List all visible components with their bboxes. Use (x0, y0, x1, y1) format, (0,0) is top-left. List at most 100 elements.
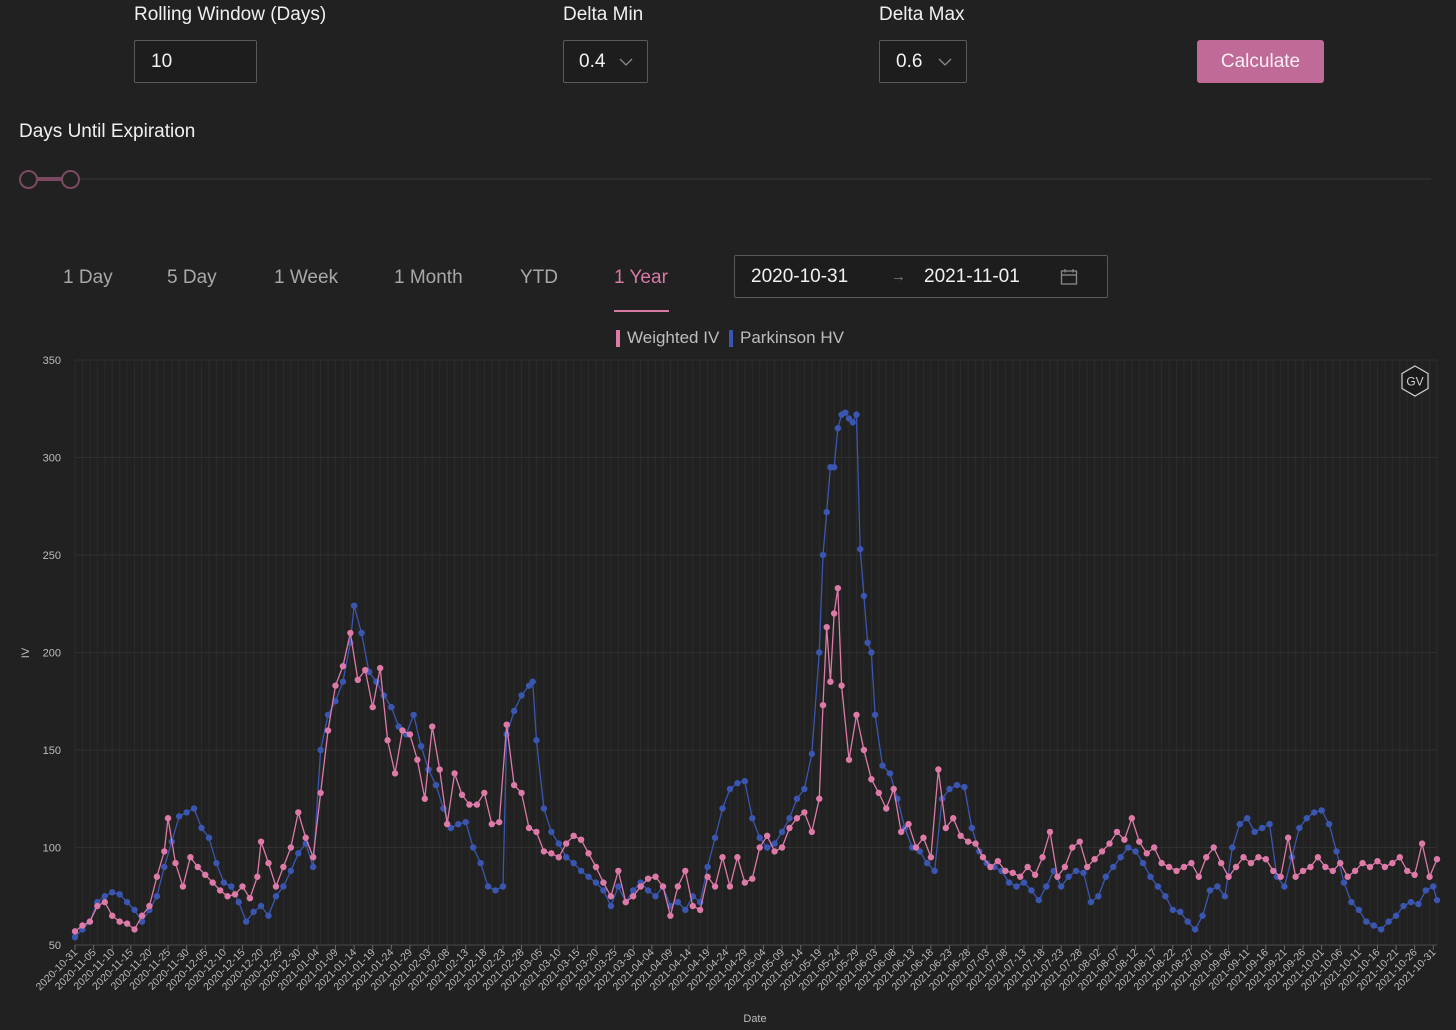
series-point-parkinson-hv (339, 678, 347, 685)
series-point-parkinson-hv (1035, 896, 1043, 904)
tab-1-month[interactable]: 1 Month (394, 267, 463, 288)
series-point-parkinson-hv (1087, 898, 1095, 906)
series-point-weighted-iv (339, 662, 347, 670)
series-point-parkinson-hv (1236, 820, 1243, 828)
iv-chart[interactable]: 50 100 150 200 250 300 350 2020-10-312020-11-0… (0, 350, 1456, 1030)
series-point-parkinson-hv (548, 828, 555, 836)
series-point-weighted-iv (652, 873, 659, 880)
series-point-weighted-iv (734, 854, 741, 861)
series-point-weighted-iv (741, 879, 749, 886)
series-point-parkinson-hv (235, 898, 242, 906)
series-point-weighted-iv (369, 703, 376, 711)
series-point-weighted-iv (399, 727, 406, 734)
series-point-weighted-iv (1232, 863, 1240, 871)
series-point-parkinson-hv (946, 785, 953, 793)
series-point-weighted-iv (187, 854, 194, 861)
rolling-window-label: Rolling Window (Days) (134, 4, 327, 25)
series-point-parkinson-hv (860, 592, 868, 600)
series-point-weighted-iv (421, 795, 429, 802)
tab-1-year[interactable]: 1 Year (614, 267, 668, 288)
series-point-parkinson-hv (242, 918, 250, 925)
series-point-weighted-iv (1284, 834, 1292, 841)
series-point-parkinson-hv (953, 781, 961, 789)
series-point-parkinson-hv (570, 859, 577, 867)
series-point-weighted-iv (473, 801, 481, 808)
tab-1-day[interactable]: 1 Day (63, 267, 113, 288)
series-point-weighted-iv (161, 848, 168, 855)
series-point-parkinson-hv (1303, 815, 1310, 822)
slider-handle-min[interactable] (19, 170, 38, 189)
series-point-parkinson-hv (1214, 883, 1221, 890)
series-point-weighted-iv (164, 815, 172, 822)
calendar-icon[interactable] (1060, 268, 1078, 286)
series-point-weighted-iv (834, 584, 842, 592)
x-axis-label: Date (743, 1013, 766, 1025)
series-point-parkinson-hv (1139, 859, 1147, 867)
date-range-picker[interactable]: 2020-10-31 → 2021-11-01 (734, 255, 1108, 298)
series-point-parkinson-hv (1258, 824, 1266, 832)
date-range-start[interactable]: 2020-10-31 (751, 266, 849, 287)
series-point-weighted-iv (1396, 854, 1403, 861)
series-point-weighted-iv (481, 789, 488, 797)
series-point-weighted-iv (239, 883, 246, 890)
series-point-weighted-iv (778, 844, 786, 851)
delta-max-value: 0.6 (896, 50, 923, 72)
series-point-parkinson-hv (1310, 809, 1318, 816)
series-point-weighted-iv (451, 770, 458, 777)
series-point-parkinson-hv (771, 840, 778, 847)
series-point-parkinson-hv (417, 742, 425, 750)
series-point-weighted-iv (1002, 867, 1009, 875)
series-point-parkinson-hv (849, 419, 856, 426)
series-point-weighted-iv (659, 883, 667, 890)
series-point-weighted-iv (429, 723, 436, 730)
series-point-weighted-iv (1389, 859, 1396, 867)
series-point-weighted-iv (324, 727, 332, 734)
legend-item-parkinson-hv[interactable]: Parkinson HV (729, 328, 844, 348)
series-point-weighted-iv (362, 666, 369, 674)
rolling-window-input[interactable]: 10 (134, 40, 257, 83)
y-tick-label: 100 (43, 843, 61, 855)
series-point-parkinson-hv (1057, 883, 1065, 890)
series-point-parkinson-hv (856, 545, 864, 553)
series-point-weighted-iv (280, 863, 287, 871)
series-point-weighted-iv (131, 926, 138, 933)
series-point-parkinson-hv (388, 703, 395, 711)
series-point-weighted-iv (1106, 840, 1113, 847)
tab-ytd[interactable]: YTD (520, 267, 558, 288)
series-point-weighted-iv (1121, 836, 1128, 843)
gv-badge[interactable]: GV (1401, 365, 1429, 397)
series-point-weighted-iv (1136, 838, 1143, 845)
series-point-weighted-iv (1083, 863, 1091, 871)
series-point-weighted-iv (801, 809, 808, 816)
series-point-parkinson-hv (600, 887, 607, 894)
delta-max-select[interactable]: 0.6 (879, 40, 967, 83)
delta-min-select[interactable]: 0.4 (563, 40, 648, 83)
slider-handle-max[interactable] (61, 170, 80, 189)
days-until-expiration-slider[interactable] (19, 169, 1431, 189)
series-point-parkinson-hv (741, 778, 749, 785)
series-point-parkinson-hv (257, 902, 265, 910)
series-point-parkinson-hv (719, 805, 726, 812)
series-point-parkinson-hv (1333, 848, 1340, 855)
series-point-weighted-iv (808, 828, 816, 836)
date-range-end[interactable]: 2021-11-01 (924, 266, 1020, 287)
tab-1-week[interactable]: 1 Week (274, 267, 339, 288)
series-point-weighted-iv (540, 848, 548, 855)
legend-item-weighted-iv[interactable]: Weighted IV (616, 328, 719, 348)
series-point-parkinson-hv (1385, 918, 1392, 925)
calculate-button[interactable]: Calculate (1197, 40, 1324, 83)
series-point-weighted-iv (406, 731, 414, 738)
series-point-weighted-iv (570, 832, 577, 839)
x-axis: 2020-10-312020-11-052020-11-102020-11-15… (34, 944, 1439, 993)
series-point-weighted-iv (1270, 867, 1277, 875)
series-point-parkinson-hv (432, 781, 440, 789)
tab-5-day[interactable]: 5 Day (167, 267, 217, 288)
series-point-weighted-iv (391, 770, 399, 777)
series-point-weighted-iv (1046, 828, 1054, 836)
series-point-parkinson-hv (1065, 873, 1072, 880)
series-point-weighted-iv (146, 902, 153, 910)
series-point-weighted-iv (1322, 863, 1329, 871)
series-point-parkinson-hv (1177, 908, 1184, 916)
series-point-parkinson-hv (529, 678, 536, 685)
series-point-parkinson-hv (931, 867, 938, 875)
